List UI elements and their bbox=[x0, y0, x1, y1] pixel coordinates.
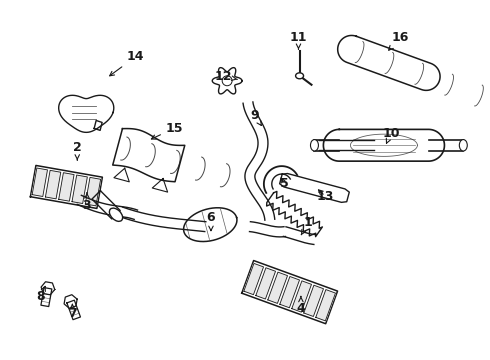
Text: 12: 12 bbox=[214, 70, 237, 83]
Polygon shape bbox=[338, 35, 440, 90]
Polygon shape bbox=[249, 222, 285, 237]
Ellipse shape bbox=[109, 208, 122, 221]
Polygon shape bbox=[59, 95, 114, 132]
Text: 4: 4 bbox=[296, 297, 305, 315]
Ellipse shape bbox=[459, 140, 467, 151]
Text: 9: 9 bbox=[250, 109, 261, 126]
Polygon shape bbox=[243, 102, 275, 220]
Text: 13: 13 bbox=[317, 190, 334, 203]
Polygon shape bbox=[244, 264, 264, 294]
Polygon shape bbox=[94, 121, 102, 130]
Polygon shape bbox=[264, 166, 297, 193]
Polygon shape bbox=[64, 295, 77, 309]
Ellipse shape bbox=[295, 73, 303, 79]
Polygon shape bbox=[77, 195, 138, 219]
Polygon shape bbox=[184, 208, 237, 242]
Text: 7: 7 bbox=[68, 304, 77, 320]
Text: 16: 16 bbox=[389, 31, 409, 50]
Text: 8: 8 bbox=[36, 286, 45, 303]
Polygon shape bbox=[67, 300, 80, 320]
Polygon shape bbox=[72, 175, 87, 203]
Text: 11: 11 bbox=[290, 31, 307, 49]
Polygon shape bbox=[242, 261, 338, 324]
Polygon shape bbox=[280, 174, 349, 202]
Polygon shape bbox=[280, 276, 299, 308]
Text: 1: 1 bbox=[301, 216, 313, 235]
Polygon shape bbox=[41, 282, 55, 295]
Polygon shape bbox=[319, 140, 374, 150]
Polygon shape bbox=[212, 68, 242, 94]
Text: 6: 6 bbox=[207, 211, 215, 230]
Polygon shape bbox=[292, 281, 312, 312]
Polygon shape bbox=[283, 227, 315, 244]
Text: 3: 3 bbox=[83, 193, 91, 212]
Polygon shape bbox=[41, 288, 52, 307]
Polygon shape bbox=[114, 168, 129, 182]
Text: 5: 5 bbox=[279, 177, 288, 190]
Polygon shape bbox=[32, 168, 48, 197]
Polygon shape bbox=[268, 272, 288, 303]
Ellipse shape bbox=[311, 140, 319, 151]
Polygon shape bbox=[316, 289, 336, 321]
Polygon shape bbox=[30, 166, 102, 208]
Text: 15: 15 bbox=[151, 122, 183, 139]
Polygon shape bbox=[267, 192, 322, 237]
Polygon shape bbox=[85, 177, 100, 206]
Polygon shape bbox=[119, 207, 206, 231]
Ellipse shape bbox=[222, 76, 232, 86]
Polygon shape bbox=[46, 170, 61, 199]
Text: 2: 2 bbox=[73, 141, 82, 160]
Polygon shape bbox=[113, 129, 185, 182]
Polygon shape bbox=[92, 191, 120, 219]
Polygon shape bbox=[152, 179, 168, 192]
Polygon shape bbox=[323, 129, 444, 161]
Polygon shape bbox=[256, 268, 275, 299]
Text: 14: 14 bbox=[110, 50, 145, 76]
Polygon shape bbox=[59, 173, 74, 201]
Text: 10: 10 bbox=[382, 127, 400, 143]
Polygon shape bbox=[304, 285, 323, 316]
